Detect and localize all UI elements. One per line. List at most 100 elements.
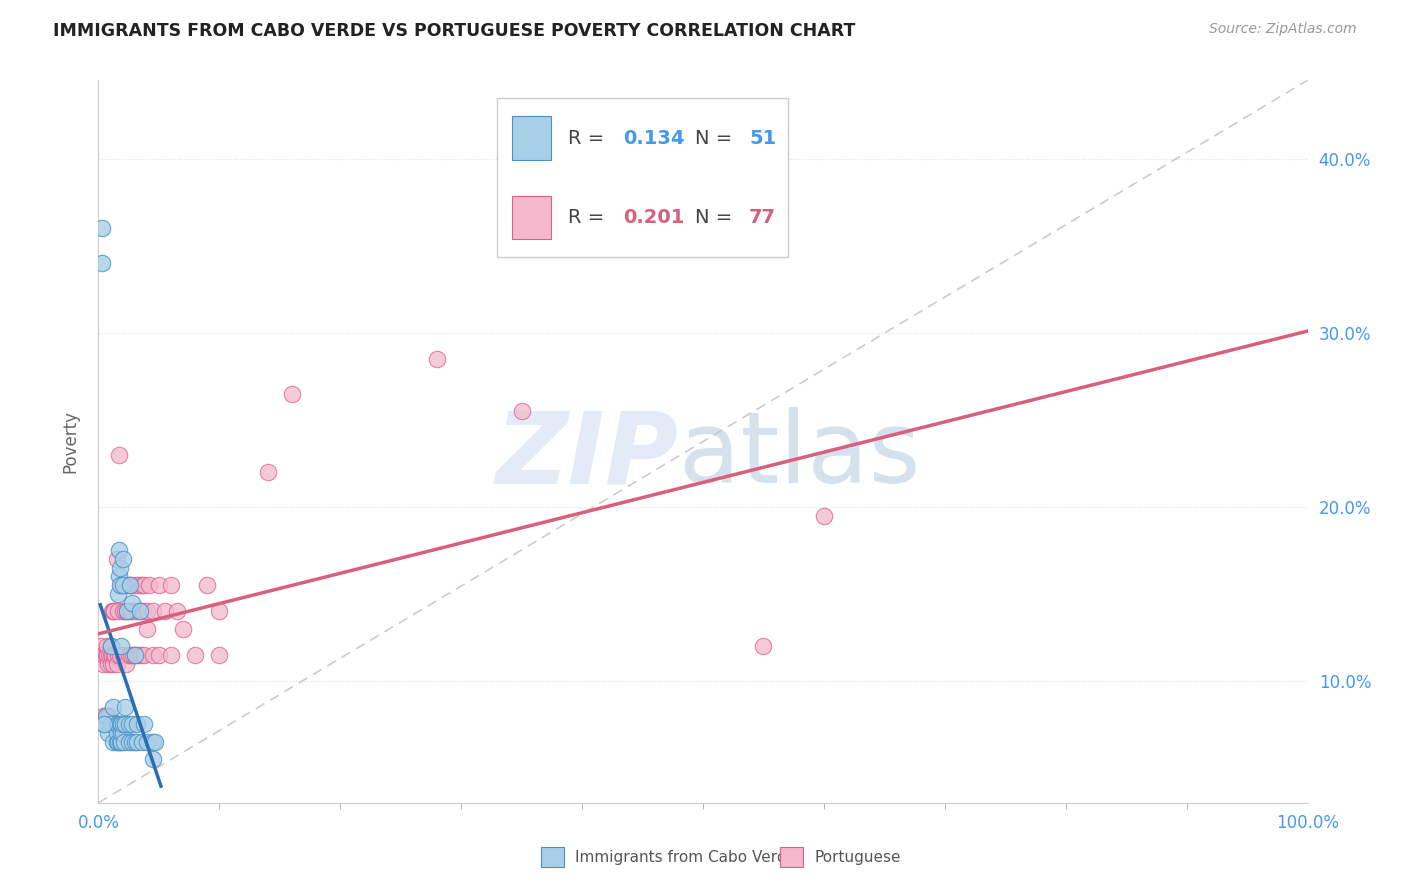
Point bbox=[91, 648, 114, 662]
Text: ZIP: ZIP bbox=[496, 408, 679, 505]
Point bbox=[100, 604, 122, 618]
Point bbox=[115, 578, 138, 592]
Point bbox=[127, 578, 149, 592]
Point bbox=[118, 578, 141, 592]
Point bbox=[108, 735, 131, 749]
Point bbox=[100, 657, 122, 671]
Text: 77: 77 bbox=[749, 208, 776, 227]
Point bbox=[111, 552, 134, 566]
Text: R =: R = bbox=[568, 208, 610, 227]
Point bbox=[107, 604, 129, 618]
Point bbox=[117, 604, 139, 618]
Point bbox=[110, 726, 132, 740]
Point bbox=[281, 386, 304, 401]
Point bbox=[108, 717, 131, 731]
Point bbox=[91, 657, 114, 671]
Point bbox=[91, 708, 114, 723]
Point bbox=[813, 508, 835, 523]
Point bbox=[98, 648, 121, 662]
Point bbox=[117, 604, 139, 618]
Text: Source: ZipAtlas.com: Source: ZipAtlas.com bbox=[1209, 22, 1357, 37]
Point bbox=[118, 648, 141, 662]
Point bbox=[104, 648, 127, 662]
Point bbox=[108, 578, 131, 592]
Y-axis label: Poverty: Poverty bbox=[62, 410, 80, 473]
Point bbox=[127, 648, 149, 662]
Point bbox=[108, 648, 131, 662]
Point bbox=[127, 735, 149, 749]
Point bbox=[510, 404, 533, 418]
Point bbox=[105, 717, 128, 731]
Point bbox=[131, 735, 153, 749]
Point bbox=[93, 648, 115, 662]
Point bbox=[148, 578, 170, 592]
Point bbox=[124, 648, 146, 662]
Point bbox=[135, 622, 157, 636]
Point bbox=[426, 351, 449, 366]
Point bbox=[105, 726, 128, 740]
Text: IMMIGRANTS FROM CABO VERDE VS PORTUGUESE POVERTY CORRELATION CHART: IMMIGRANTS FROM CABO VERDE VS PORTUGUESE… bbox=[53, 22, 856, 40]
Point bbox=[132, 604, 155, 618]
Point bbox=[118, 578, 141, 592]
Point bbox=[131, 578, 153, 592]
Point bbox=[97, 726, 120, 740]
Point bbox=[184, 648, 207, 662]
Point bbox=[111, 648, 134, 662]
Text: 0.201: 0.201 bbox=[623, 208, 685, 227]
Point bbox=[114, 578, 136, 592]
Point bbox=[110, 578, 132, 592]
Point bbox=[112, 735, 135, 749]
Point bbox=[93, 717, 115, 731]
Point bbox=[94, 708, 117, 723]
Point bbox=[127, 717, 149, 731]
Point bbox=[96, 639, 118, 653]
Text: R =: R = bbox=[568, 128, 610, 147]
Point bbox=[208, 604, 231, 618]
Point bbox=[135, 735, 157, 749]
Point bbox=[752, 639, 775, 653]
Point bbox=[97, 708, 120, 723]
Point bbox=[128, 604, 150, 618]
Point bbox=[120, 648, 142, 662]
Point bbox=[142, 648, 165, 662]
Point bbox=[94, 648, 117, 662]
Point bbox=[118, 604, 141, 618]
Point bbox=[172, 622, 194, 636]
Point bbox=[100, 717, 122, 731]
Point bbox=[101, 700, 124, 714]
Point bbox=[160, 578, 183, 592]
Point bbox=[142, 752, 165, 766]
Point bbox=[107, 648, 129, 662]
Point bbox=[100, 639, 122, 653]
Bar bbox=[512, 196, 551, 239]
Point bbox=[135, 604, 157, 618]
Point bbox=[97, 657, 120, 671]
Point bbox=[103, 604, 125, 618]
Point bbox=[120, 578, 142, 592]
Point bbox=[100, 639, 122, 653]
Point bbox=[121, 604, 143, 618]
Point bbox=[105, 657, 128, 671]
Point bbox=[107, 717, 129, 731]
Text: Immigrants from Cabo Verde: Immigrants from Cabo Verde bbox=[575, 850, 796, 864]
Point bbox=[100, 648, 122, 662]
Point bbox=[115, 657, 138, 671]
Text: 51: 51 bbox=[749, 128, 776, 147]
Point bbox=[108, 448, 131, 462]
Point bbox=[98, 708, 121, 723]
Point bbox=[121, 735, 143, 749]
Point bbox=[148, 648, 170, 662]
Point bbox=[121, 717, 143, 731]
Point bbox=[166, 604, 188, 618]
Point bbox=[107, 735, 129, 749]
Point bbox=[96, 648, 118, 662]
Point bbox=[108, 561, 131, 575]
Point bbox=[114, 604, 136, 618]
Point bbox=[129, 648, 152, 662]
Point bbox=[114, 700, 136, 714]
Point bbox=[256, 465, 278, 479]
Point bbox=[142, 735, 165, 749]
Point bbox=[153, 604, 176, 618]
Point bbox=[124, 578, 146, 592]
Point bbox=[110, 717, 132, 731]
